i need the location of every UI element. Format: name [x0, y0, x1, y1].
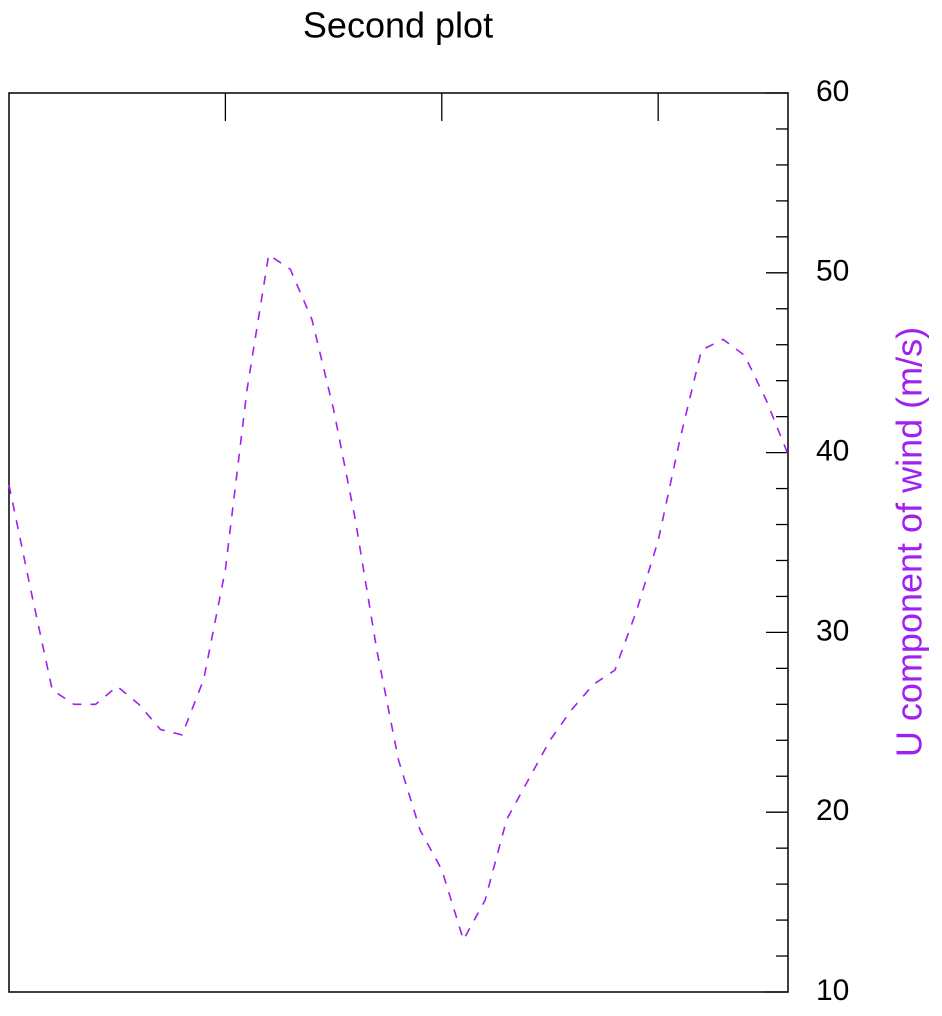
y-tick-label: 50	[816, 255, 849, 288]
y-tick-label: 40	[816, 435, 849, 468]
y-tick-label: 10	[816, 974, 849, 1007]
data-line	[8, 253, 789, 942]
y-tick-label: 60	[816, 75, 849, 108]
plot-frame	[8, 92, 789, 993]
y-tick-label: 30	[816, 614, 849, 647]
chart-title: Second plot	[303, 5, 493, 46]
y-axis-label: U component of wind (m/s)	[889, 327, 930, 757]
y-tick-label: 20	[816, 794, 849, 827]
